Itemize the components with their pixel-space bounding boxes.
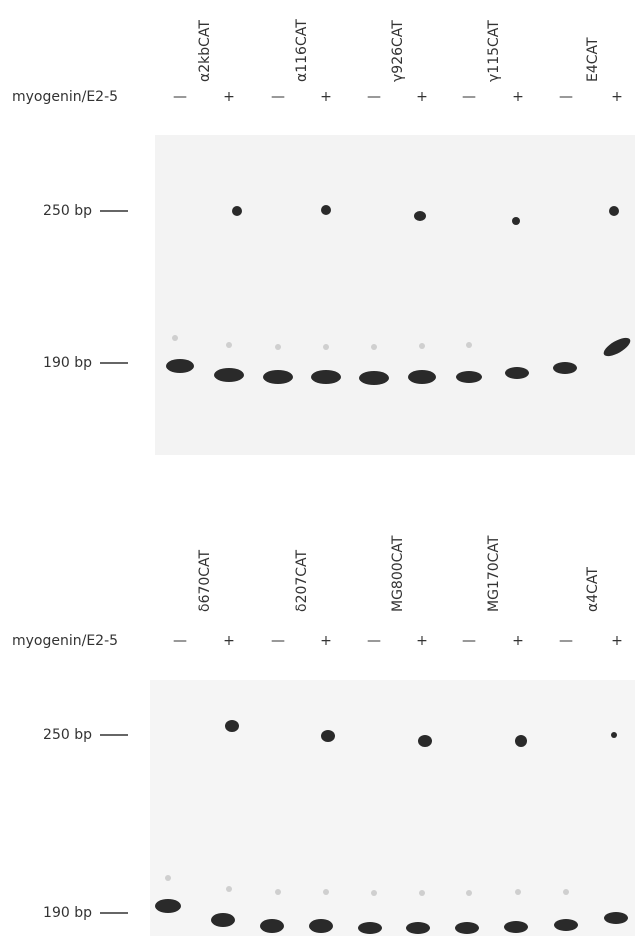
- band: [512, 217, 520, 225]
- lane-sign: —: [173, 633, 187, 649]
- faint-spot: [371, 344, 377, 350]
- marker-label: 250 bp: [43, 727, 92, 743]
- faint-spot: [226, 886, 232, 892]
- gel-top: [155, 135, 635, 455]
- band: [214, 368, 244, 382]
- band: [515, 735, 527, 747]
- lane-sign: —: [367, 89, 381, 105]
- lane-sign: +: [512, 89, 524, 105]
- band: [166, 359, 194, 373]
- lane-sign: +: [223, 633, 235, 649]
- faint-spot: [466, 890, 472, 896]
- faint-spot: [419, 343, 425, 349]
- row-label: myogenin/E2-5: [12, 89, 118, 105]
- band: [155, 899, 181, 913]
- marker-label: 190 bp: [43, 355, 92, 371]
- construct-label: γ115CAT: [486, 20, 502, 82]
- band: [456, 371, 482, 383]
- band: [455, 922, 479, 934]
- band: [309, 919, 333, 933]
- faint-spot: [323, 889, 329, 895]
- construct-label: E4CAT: [585, 37, 601, 82]
- band: [406, 922, 430, 934]
- band: [611, 732, 617, 738]
- band: [260, 919, 284, 933]
- construct-label: α4CAT: [585, 567, 601, 612]
- construct-label: MG800CAT: [390, 535, 406, 612]
- faint-spot: [226, 342, 232, 348]
- band: [232, 206, 242, 216]
- band: [359, 371, 389, 385]
- lane-sign: +: [416, 633, 428, 649]
- faint-spot: [275, 889, 281, 895]
- band: [553, 362, 577, 374]
- band: [505, 367, 529, 379]
- construct-label: δ670CAT: [197, 549, 213, 612]
- construct-label: δ207CAT: [294, 549, 310, 612]
- lane-sign: +: [223, 89, 235, 105]
- lane-sign: +: [611, 89, 623, 105]
- figure: α2kbCAT α116CAT γ926CAT γ115CAT E4CAT myogeni…: [0, 0, 635, 936]
- band: [225, 720, 239, 732]
- lane-sign: +: [416, 89, 428, 105]
- lane-sign: —: [271, 633, 285, 649]
- gel-bottom: [150, 680, 635, 936]
- band: [604, 912, 628, 924]
- lane-sign: —: [559, 633, 573, 649]
- band: [311, 370, 341, 384]
- band: [414, 211, 426, 221]
- band: [554, 919, 578, 931]
- lane-sign: —: [367, 633, 381, 649]
- faint-spot: [515, 889, 521, 895]
- band: [263, 370, 293, 384]
- faint-spot: [563, 889, 569, 895]
- band: [609, 206, 619, 216]
- lane-sign: +: [611, 633, 623, 649]
- lane-sign: —: [462, 633, 476, 649]
- lane-sign: +: [320, 89, 332, 105]
- faint-spot: [419, 890, 425, 896]
- lane-sign: —: [462, 89, 476, 105]
- faint-spot: [466, 342, 472, 348]
- faint-spot: [165, 875, 171, 881]
- lane-sign: —: [173, 89, 187, 105]
- construct-label: α116CAT: [294, 19, 310, 82]
- band: [408, 370, 436, 384]
- marker-label: 190 bp: [43, 905, 92, 921]
- row-label: myogenin/E2-5: [12, 633, 118, 649]
- band: [211, 913, 235, 927]
- construct-label: MG170CAT: [486, 535, 502, 612]
- construct-label: α2kbCAT: [197, 20, 213, 82]
- marker-label: 250 bp: [43, 203, 92, 219]
- faint-spot: [172, 335, 178, 341]
- lane-sign: —: [271, 89, 285, 105]
- faint-spot: [371, 890, 377, 896]
- lane-sign: +: [320, 633, 332, 649]
- faint-spot: [323, 344, 329, 350]
- faint-spot: [275, 344, 281, 350]
- band: [504, 921, 528, 933]
- band: [358, 922, 382, 934]
- band: [321, 730, 335, 742]
- lane-sign: —: [559, 89, 573, 105]
- lane-sign: +: [512, 633, 524, 649]
- construct-label: γ926CAT: [390, 20, 406, 82]
- band: [418, 735, 432, 747]
- band: [321, 205, 331, 215]
